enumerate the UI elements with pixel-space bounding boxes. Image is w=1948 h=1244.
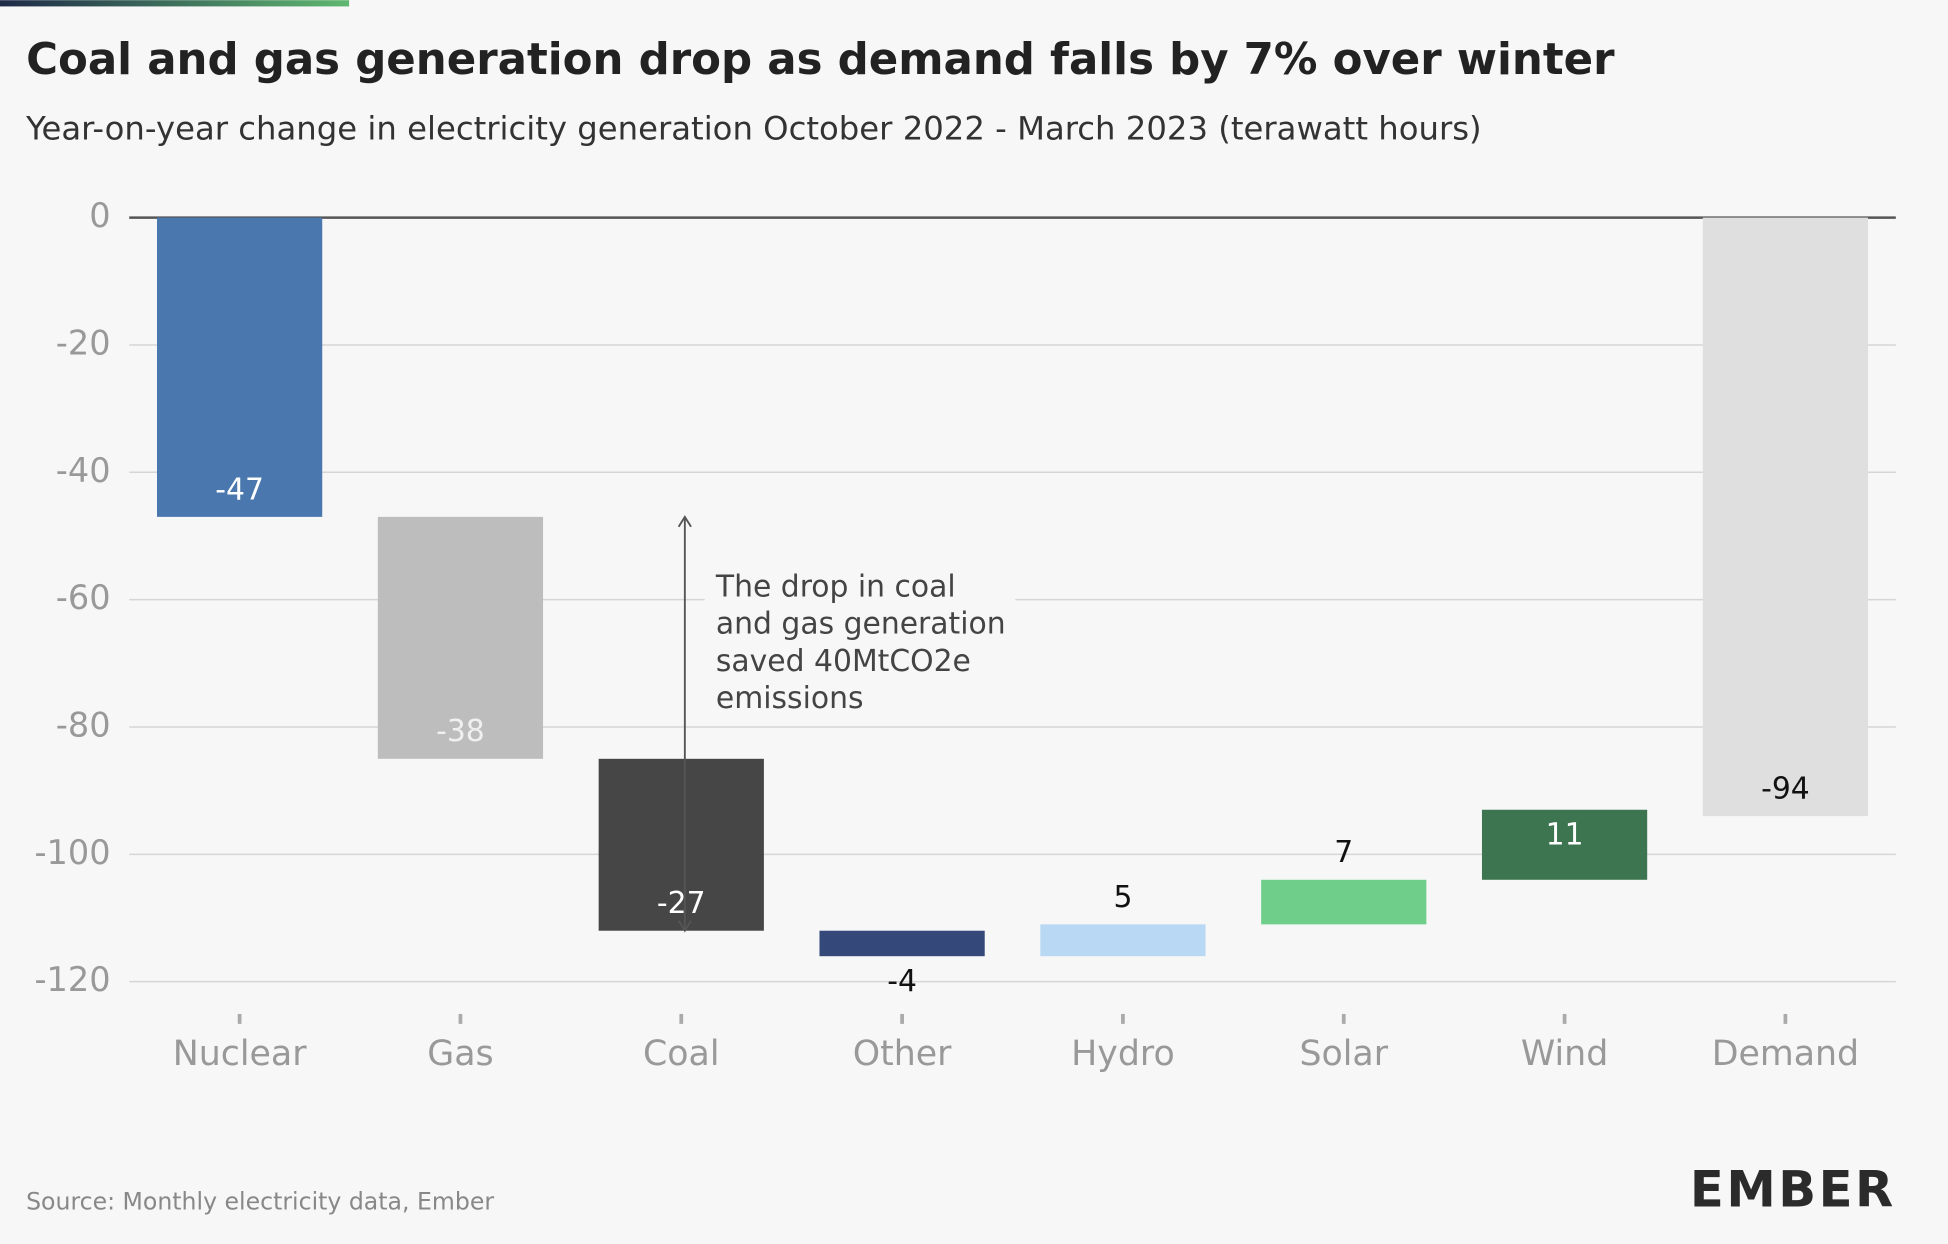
bar bbox=[377, 516, 544, 759]
bar bbox=[1481, 809, 1648, 880]
value-label: -94 bbox=[1761, 772, 1810, 807]
bar bbox=[1040, 924, 1206, 957]
y-tick-label: 0 bbox=[89, 196, 110, 235]
arrow-head bbox=[677, 920, 692, 933]
annotation: saved 40MtCO2e bbox=[716, 644, 971, 679]
x-tick-label: Coal bbox=[643, 1034, 720, 1074]
x-tick-label: Hydro bbox=[1071, 1034, 1175, 1074]
accent-bar bbox=[0, 0, 350, 7]
y-tick-label: -120 bbox=[34, 960, 110, 999]
bar bbox=[157, 217, 323, 517]
annotation: emissions bbox=[716, 681, 864, 716]
source: Source: Monthly electricity data, Ember bbox=[26, 1187, 494, 1215]
x-tick-label: Nuclear bbox=[173, 1034, 308, 1074]
x-tick-label: Gas bbox=[427, 1034, 493, 1074]
bar bbox=[598, 758, 764, 931]
y-tick-label: -40 bbox=[56, 451, 111, 490]
bar bbox=[819, 930, 985, 957]
annotation-background bbox=[704, 565, 1016, 721]
logo: EMBER bbox=[1690, 1160, 1896, 1218]
chart-title: Coal and gas generation drop as demand f… bbox=[26, 35, 1615, 85]
bar bbox=[1261, 879, 1427, 925]
chart-subtitle: Year-on-year change in electricity gener… bbox=[25, 110, 1482, 148]
value-label: 11 bbox=[1546, 817, 1584, 852]
value-label: -27 bbox=[657, 886, 706, 921]
value-label: -38 bbox=[436, 714, 485, 749]
annotation: The drop in coal bbox=[715, 569, 956, 604]
value-label: -47 bbox=[215, 472, 264, 507]
y-tick-label: -100 bbox=[34, 833, 110, 872]
plot-area: 0-20-40-60-80-100-120-47Nuclear-38Gas-27… bbox=[34, 196, 1896, 1074]
x-tick-label: Other bbox=[853, 1034, 952, 1074]
y-tick-label: -20 bbox=[56, 323, 111, 362]
x-tick-label: Solar bbox=[1299, 1034, 1388, 1074]
annotation: and gas generation bbox=[716, 607, 1006, 642]
value-label: 7 bbox=[1334, 835, 1353, 870]
value-label: 5 bbox=[1113, 880, 1132, 915]
arrow-head bbox=[677, 515, 692, 528]
y-tick-label: -60 bbox=[56, 578, 111, 617]
y-tick-label: -80 bbox=[56, 705, 111, 744]
x-tick-label: Wind bbox=[1521, 1034, 1608, 1074]
bar bbox=[1702, 217, 1869, 817]
x-tick-label: Demand bbox=[1712, 1034, 1859, 1074]
value-label: -4 bbox=[887, 964, 917, 999]
